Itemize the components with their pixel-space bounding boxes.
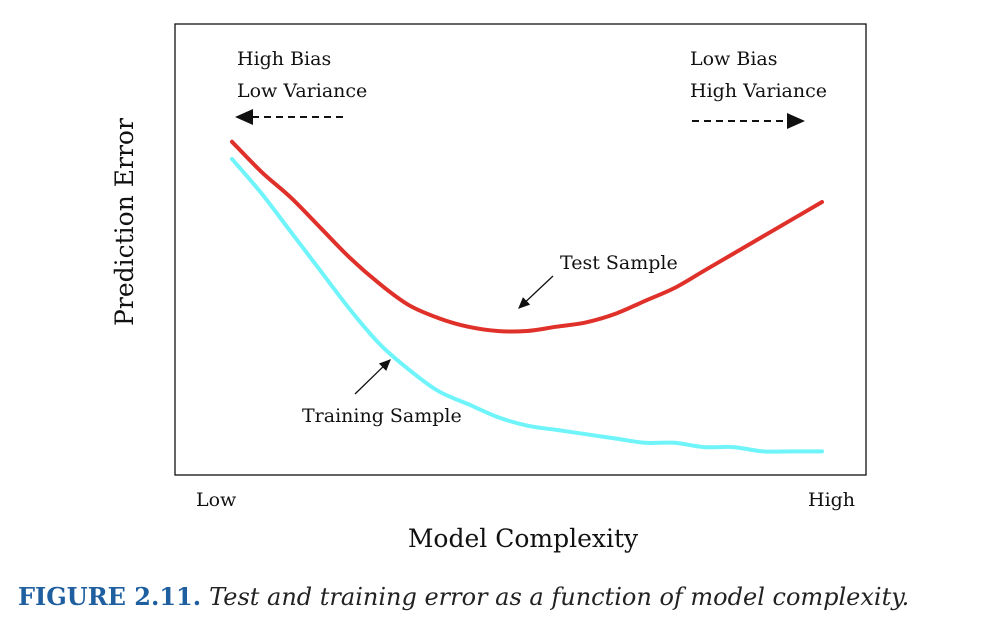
training-sample-pointer (354, 359, 391, 395)
plot-frame (174, 23, 867, 476)
x-axis-title: Model Complexity (408, 524, 639, 553)
x-tick-label-low: Low (196, 489, 237, 511)
x-tick-label-high: High (808, 489, 855, 511)
right-annotation-line1: Low Bias (690, 48, 777, 70)
figure-caption-label: FIGURE 2.11. (18, 582, 202, 611)
left-annotation-line1: High Bias (237, 48, 331, 70)
y-axis-title: Prediction Error (110, 118, 139, 326)
figure-caption: FIGURE 2.11. Test and training error as a… (18, 582, 978, 611)
training-sample-line (230, 157, 824, 454)
left-annotation-line2: Low Variance (237, 80, 367, 102)
test-sample-label: Test Sample (560, 252, 678, 274)
test-sample-pointer (518, 275, 554, 309)
right-annotation-line2: High Variance (690, 80, 827, 102)
series-layer (230, 139, 824, 454)
test-sample-line (230, 139, 824, 334)
figure-caption-text: Test and training error as a function of… (209, 583, 910, 611)
training-sample-label: Training Sample (302, 405, 462, 427)
